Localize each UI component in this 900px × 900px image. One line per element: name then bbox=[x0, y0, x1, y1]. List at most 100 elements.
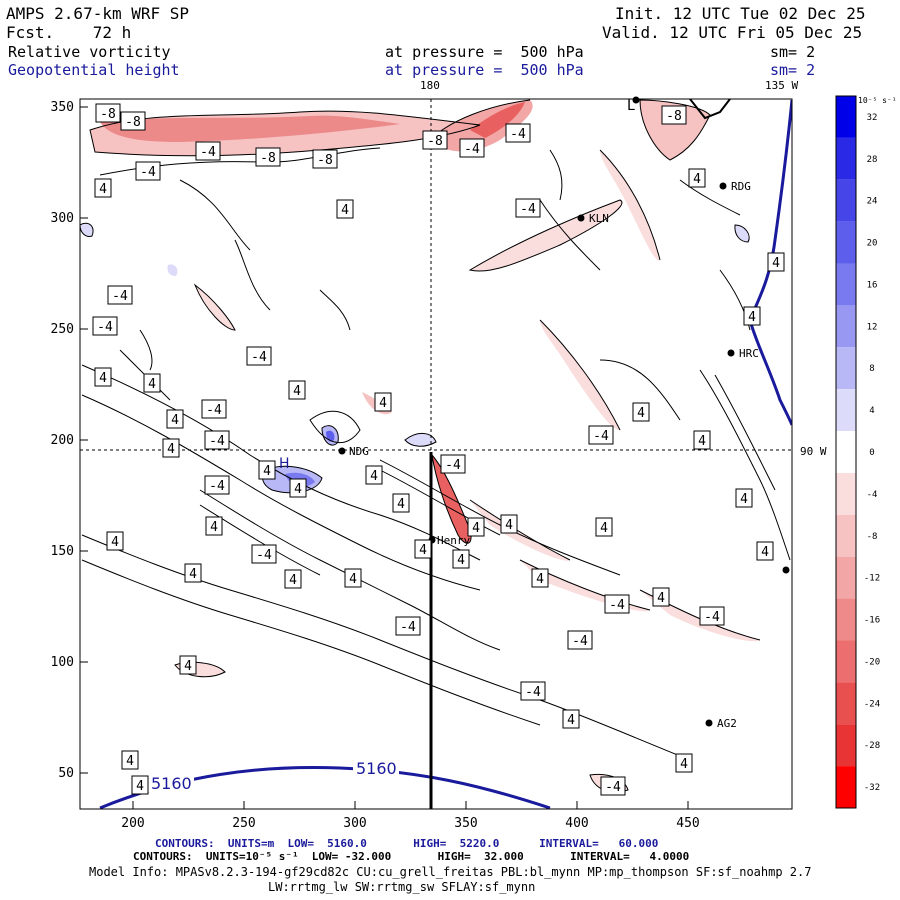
high-marker: H bbox=[279, 456, 290, 472]
contour-label-box bbox=[135, 161, 161, 181]
contour-label: 4 bbox=[397, 497, 405, 512]
contour-label-box bbox=[179, 655, 197, 675]
contour-label-box bbox=[201, 399, 227, 419]
contour-label-box bbox=[505, 123, 531, 143]
contour-label: -4 bbox=[251, 350, 267, 365]
height-contour-labels: 5160 5160 bbox=[148, 757, 399, 793]
colorbar-segment bbox=[836, 179, 856, 222]
colorbar-label: -28 bbox=[864, 741, 880, 751]
contour-label-box bbox=[184, 563, 202, 583]
field1-level: at pressure = 500 hPa bbox=[385, 43, 584, 61]
contour-label: 4 bbox=[698, 434, 706, 449]
positive-vorticity-core bbox=[326, 430, 335, 442]
contour-label: 4 bbox=[148, 377, 156, 392]
contour-label: 4 bbox=[379, 396, 387, 411]
contour-label: -8 bbox=[427, 134, 443, 149]
positive-vorticity-area bbox=[405, 433, 436, 447]
negative-vorticity-core bbox=[470, 102, 525, 138]
vorticity-contour-labels: -8 -8 -4 -8 -8 -8 -4 -4 -8 -4 4 4 -4 4 4 -4 -4 4 -4 4 4 4 4 -4 4… bbox=[92, 103, 785, 796]
field2-name: Geopotential height bbox=[8, 61, 180, 79]
contour-label: -4 bbox=[445, 458, 461, 473]
contour-label-box bbox=[94, 178, 112, 198]
contour-label-box bbox=[500, 514, 518, 534]
vorticity-contours bbox=[80, 99, 791, 793]
contour-label-box bbox=[95, 103, 121, 123]
contour-label-box bbox=[374, 392, 392, 412]
contour-label-box bbox=[392, 493, 410, 513]
field1-name: Relative vorticity bbox=[8, 43, 171, 61]
y-tick-label: 350 bbox=[51, 100, 74, 115]
contour-label: -4 bbox=[593, 429, 609, 444]
negative-vorticity-area bbox=[600, 150, 660, 261]
contour-label: -4 bbox=[520, 202, 536, 217]
contour-label-box bbox=[661, 105, 687, 125]
meridian-label: 180 bbox=[420, 79, 440, 92]
colorbar-segment bbox=[836, 389, 856, 432]
contour-label-box bbox=[604, 594, 630, 614]
colorbar-label: 24 bbox=[867, 197, 878, 207]
contour-label: 4 bbox=[126, 754, 134, 769]
colorbar-label: 16 bbox=[867, 280, 878, 290]
contour-label-box bbox=[600, 776, 626, 796]
colorbar-unit: 10⁻⁵ s⁻¹ bbox=[858, 96, 897, 105]
contour-label-box bbox=[131, 775, 149, 795]
forecast-hour: Fcst. 72 h bbox=[6, 23, 132, 42]
contour-label-box bbox=[567, 630, 593, 650]
contour-label: 4 bbox=[761, 545, 769, 560]
colorbar-segment bbox=[836, 305, 856, 348]
contour-label: -8 bbox=[100, 107, 116, 122]
y-tick-label: 50 bbox=[58, 766, 74, 781]
contour-label-box bbox=[520, 681, 546, 701]
contour-label-box bbox=[92, 316, 118, 336]
y-tick-label: 150 bbox=[51, 544, 74, 559]
footer-height-contours: CONTOURS: UNITS=m LOW= 5160.0 HIGH= 5220… bbox=[155, 837, 659, 850]
parallel-label: 90 W bbox=[800, 445, 827, 458]
colorbar-segment bbox=[836, 431, 856, 473]
contour-label-box bbox=[459, 138, 485, 158]
contour-label-box bbox=[205, 516, 223, 536]
contour-label-box bbox=[107, 285, 133, 305]
contour-label: -4 bbox=[572, 634, 588, 649]
contour-label: -4 bbox=[256, 548, 272, 563]
field1-smoothing: sm= 2 bbox=[770, 43, 816, 61]
contour-label-box bbox=[531, 568, 549, 588]
field2-level: at pressure = 500 hPa bbox=[385, 61, 584, 79]
colorbar-label: -8 bbox=[867, 532, 878, 542]
contour-label-box bbox=[515, 198, 541, 218]
footer-model-info: Model Info: MPASv8.2.3-194-gf29cd82c CU:… bbox=[89, 865, 812, 879]
contour-label: 4 bbox=[657, 591, 665, 606]
colorbar-segment bbox=[836, 96, 856, 138]
negative-vorticity-area bbox=[640, 100, 710, 160]
colorbar-segment bbox=[836, 682, 856, 725]
y-axis-labels: 350 300 250 200 150 100 50 bbox=[51, 100, 74, 781]
colorbar-label: -4 bbox=[867, 490, 878, 500]
contour-label-box bbox=[336, 199, 354, 219]
y-tick-label: 200 bbox=[51, 433, 74, 448]
contour-label: -4 bbox=[206, 403, 222, 418]
colorbar-segment bbox=[836, 472, 856, 515]
x-tick-label: 300 bbox=[343, 816, 366, 831]
station-label: KLN bbox=[589, 212, 609, 225]
contour-label-box bbox=[94, 367, 112, 387]
height-contour-label: 5160 bbox=[151, 774, 192, 793]
contour-label: 4 bbox=[136, 779, 144, 794]
contour-label: -4 bbox=[525, 685, 541, 700]
contour-label: -4 bbox=[609, 598, 625, 613]
colorbar-label: -20 bbox=[864, 657, 880, 667]
contour-label-box bbox=[284, 569, 302, 589]
contour-label-box bbox=[595, 517, 613, 537]
colorbar-segment bbox=[836, 598, 856, 641]
colorbar-segment bbox=[836, 263, 856, 306]
y-tick-label: 100 bbox=[51, 655, 74, 670]
contour-label: 4 bbox=[293, 384, 301, 399]
contour-label: -4 bbox=[464, 142, 480, 157]
contour-label: 4 bbox=[294, 482, 302, 497]
y-tick-label: 250 bbox=[51, 322, 74, 337]
colorbar-segment bbox=[836, 221, 856, 264]
colorbar-segment bbox=[836, 556, 856, 599]
contour-label: 4 bbox=[341, 203, 349, 218]
contour-label-box bbox=[395, 616, 421, 636]
station-label: Henry bbox=[437, 534, 470, 547]
colorbar-frame bbox=[835, 95, 857, 809]
contour-label-box bbox=[467, 517, 485, 537]
